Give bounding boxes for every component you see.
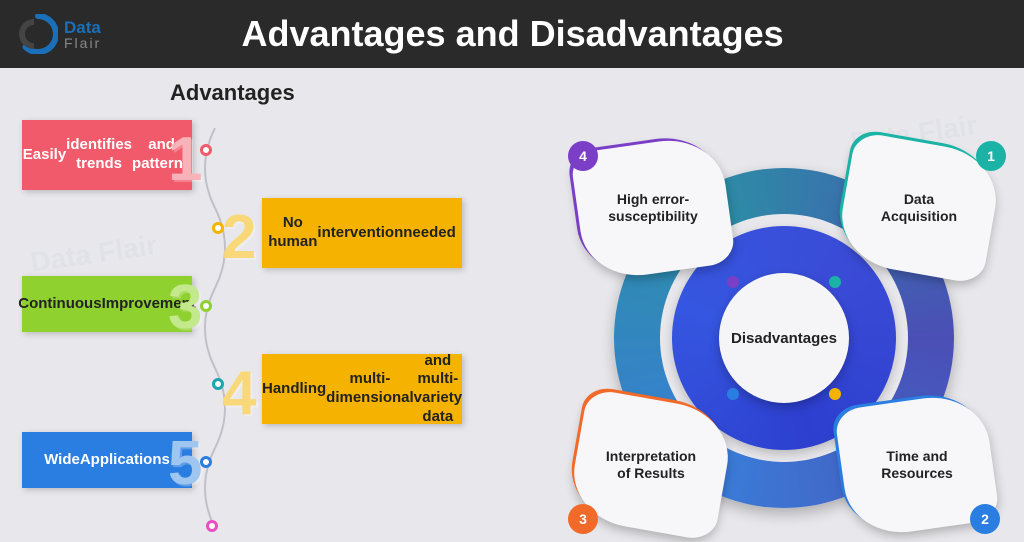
disadvantages-center: Disadvantages [719, 273, 849, 403]
connector-dot-2 [212, 222, 224, 234]
connector-dot-4 [212, 378, 224, 390]
disadvantage-number-3: 3 [568, 504, 598, 534]
disadvantage-label-3: Interpretationof Results [606, 448, 696, 482]
content-area: Data Flair Data Flair Data Flair Advanta… [0, 68, 1024, 536]
header-bar: Data Flair Advantages and Disadvantages [0, 0, 1024, 68]
logo-icon [18, 14, 58, 54]
advantages-heading: Advantages [170, 80, 295, 106]
connector-dot-5 [200, 456, 212, 468]
ring-dot-4 [727, 276, 739, 288]
disadvantage-petal-2: Time andResources2 [842, 400, 992, 530]
disadvantage-label-1: DataAcquisition [881, 191, 957, 225]
disadvantage-number-2: 2 [970, 504, 1000, 534]
disadvantage-petal-3: Interpretationof Results3 [576, 400, 726, 530]
advantage-number-5: 5 [168, 428, 202, 499]
logo: Data Flair [18, 14, 101, 54]
logo-text-bottom: Flair [64, 36, 101, 50]
page-title: Advantages and Disadvantages [101, 13, 1024, 55]
advantage-box-4: Handlingmulti-dimensionaland multi-varie… [262, 354, 462, 424]
connector-dot-1 [200, 144, 212, 156]
disadvantage-number-4: 4 [568, 141, 598, 171]
disadvantage-label-4: High error-susceptibility [608, 191, 697, 225]
disadvantages-diagram: Disadvantages DataAcquisition1Time andRe… [584, 138, 984, 538]
advantage-number-3: 3 [168, 272, 202, 343]
connector-dot-3 [200, 300, 212, 312]
advantage-box-3: ContinuousImprovement [22, 276, 192, 332]
ring-dot-1 [829, 276, 841, 288]
logo-text-top: Data [64, 19, 101, 36]
advantage-box-5: WideApplications [22, 432, 192, 488]
disadvantage-label-2: Time andResources [881, 448, 953, 482]
advantage-box-1: Easilyidentifies trendsand patterns [22, 120, 192, 190]
advantage-number-2: 2 [222, 202, 256, 273]
advantage-number-4: 4 [222, 358, 256, 429]
disadvantage-petal-1: DataAcquisition1 [844, 143, 994, 273]
connector-end-dot [206, 520, 218, 532]
disadvantages-center-label: Disadvantages [731, 330, 837, 347]
advantage-box-2: No humaninterventionneeded [262, 198, 462, 268]
advantage-number-1: 1 [168, 124, 202, 195]
disadvantage-number-1: 1 [976, 141, 1006, 171]
disadvantage-petal-4: High error-susceptibility4 [578, 143, 728, 273]
